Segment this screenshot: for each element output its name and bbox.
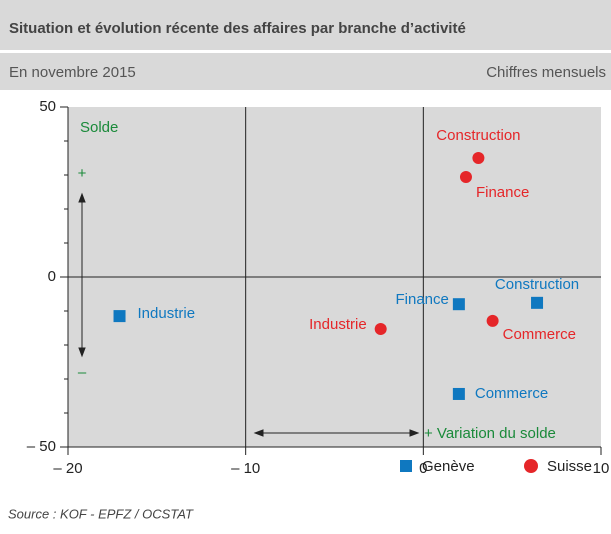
- x-annotation: + Variation du solde: [424, 425, 556, 442]
- y-annotation: Solde: [80, 119, 118, 136]
- chart-title: Situation et évolution récente des affai…: [9, 20, 466, 37]
- point-label: Industrie: [309, 316, 367, 333]
- point-label: Industrie: [138, 305, 196, 322]
- point: [452, 387, 465, 400]
- minus-annotation: –: [78, 364, 87, 381]
- point: [531, 296, 544, 309]
- point-label: Construction: [495, 276, 579, 293]
- point-label: Finance: [395, 291, 448, 308]
- v-arrow-heads: [78, 192, 86, 358]
- y-tick-label: 50: [39, 98, 56, 115]
- point: [452, 298, 465, 311]
- x-tick-label: – 10: [231, 460, 260, 477]
- arrows: [78, 192, 420, 437]
- point-label: Commerce: [475, 385, 548, 402]
- point-label: Commerce: [503, 326, 576, 343]
- legend-marker: [400, 460, 412, 472]
- subtitle-band: [0, 53, 611, 90]
- point: [113, 310, 126, 323]
- point: [472, 152, 485, 164]
- x-tick-label: 0: [419, 460, 427, 477]
- point: [374, 323, 387, 336]
- legend-marker: [524, 459, 538, 473]
- point: [486, 314, 499, 327]
- h-arrow-heads: [253, 429, 420, 437]
- legend-label: Genève: [422, 458, 475, 475]
- subtitle: En novembre 2015: [9, 64, 136, 81]
- note: Chiffres mensuels: [486, 64, 606, 81]
- title-band: [0, 0, 611, 50]
- x-tick-label: – 20: [53, 460, 82, 477]
- point: [459, 171, 472, 184]
- y-tick-label: – 50: [27, 438, 56, 455]
- point-label: Construction: [436, 127, 520, 144]
- x-tick-label: 10: [593, 460, 610, 477]
- point-label: Finance: [476, 184, 529, 201]
- y-tick-label: 0: [48, 268, 56, 285]
- source: Source : KOF - EPFZ / OCSTAT: [8, 506, 194, 521]
- legend-label: Suisse: [547, 458, 592, 475]
- plus-annotation: +: [78, 165, 87, 182]
